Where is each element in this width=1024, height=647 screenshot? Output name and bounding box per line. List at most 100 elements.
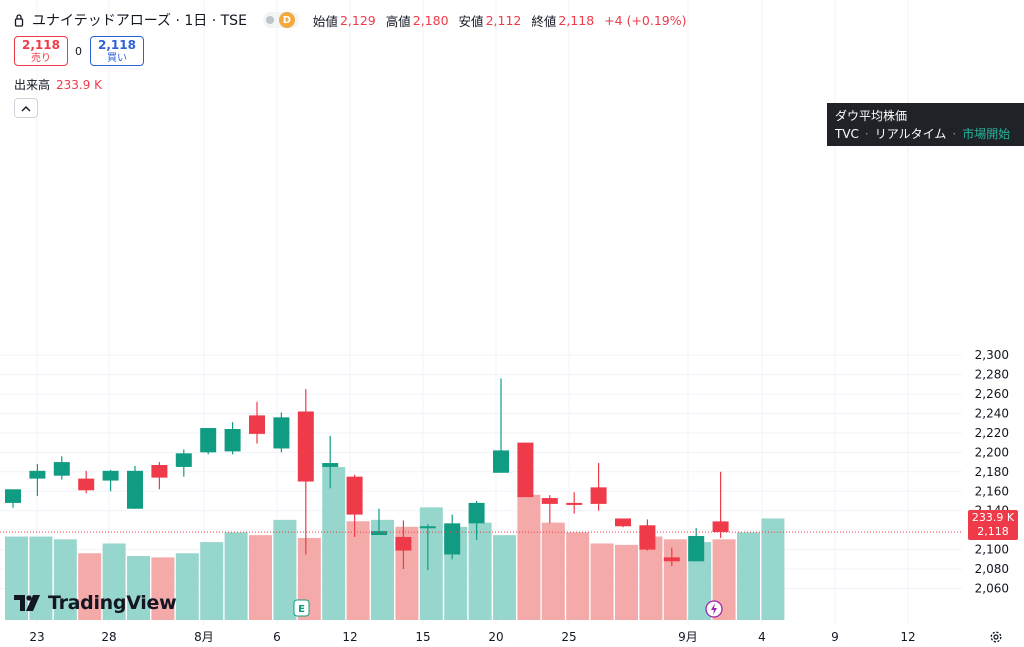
- collapse-legend-button[interactable]: [14, 98, 38, 118]
- volume-bar: [371, 519, 394, 620]
- low-label: 安値: [458, 13, 484, 29]
- volume-bar: [322, 467, 346, 620]
- time-tick-label: 23: [29, 630, 44, 644]
- price-tick-label: 2,160: [975, 484, 1009, 498]
- buy-label: 買い: [107, 53, 127, 64]
- open-label: 始値: [312, 13, 338, 29]
- time-tick-label: 15: [415, 630, 430, 644]
- time-tick-label: 12: [900, 630, 915, 644]
- candle-body: [273, 417, 290, 449]
- time-tick-label: 20: [488, 630, 503, 644]
- time-tick-label: 12: [342, 630, 357, 644]
- earnings-marker-icon: [293, 599, 310, 617]
- symbol-title[interactable]: ユナイテッドアローズ · 1日 · TSE: [32, 13, 247, 29]
- price-tick-label: 2,260: [975, 387, 1009, 401]
- status-dot-icon: [265, 16, 274, 24]
- candle-body: [371, 531, 387, 536]
- price-tick-label: 2,280: [975, 368, 1009, 382]
- candle-body: [78, 478, 95, 491]
- price-axis[interactable]: 2,0602,0802,1002,1202,1402,1602,1802,200…: [975, 348, 1009, 595]
- candle-body: [395, 536, 412, 551]
- tooltip-separator-2: ·: [952, 127, 957, 141]
- volume-legend[interactable]: 出来高 233.9 K: [14, 76, 102, 93]
- candle-body: [175, 453, 192, 467]
- volume-bars: [5, 467, 785, 620]
- close-value: 2,118: [558, 12, 595, 28]
- last-volume-badge: 233.9 K: [968, 510, 1018, 527]
- candle-body: [151, 464, 168, 478]
- price-tick-label: 2,080: [975, 562, 1009, 576]
- candle-body: [468, 502, 485, 524]
- price-tick-label: 2,220: [975, 426, 1009, 440]
- candle-body: [322, 463, 339, 467]
- market-status-badge[interactable]: D: [262, 12, 299, 28]
- candle-body: [249, 415, 265, 434]
- time-tick-label: 8月: [194, 630, 214, 644]
- symbol-tooltip: ダウ平均株価 TVC · リアルタイム · 市場開始: [827, 103, 1024, 146]
- candle-body: [590, 487, 607, 504]
- tooltip-separator-1: ·: [864, 127, 869, 141]
- tooltip-mode: リアルタイム: [874, 127, 947, 141]
- time-tick-label: 9: [831, 630, 839, 644]
- volume-value: 233.9 K: [56, 78, 103, 92]
- price-tick-label: 2,300: [975, 348, 1009, 362]
- volume-bar: [78, 553, 102, 620]
- event-markers: E: [293, 599, 723, 618]
- low-value: 2,112: [485, 12, 522, 28]
- candlesticks: [5, 378, 729, 571]
- time-tick-label: 28: [101, 630, 116, 644]
- volume-bar: [761, 518, 785, 620]
- candle-body: [297, 411, 314, 482]
- volume-bar: [419, 507, 443, 620]
- ohlc-values: 始値 2,129 高値 2,180 安値 2,112 終値 2,118 +4 (+0.1…: [313, 11, 687, 30]
- time-tick-label: 9月: [678, 630, 698, 644]
- open-value: 2,129: [339, 12, 376, 28]
- candle-body: [224, 429, 241, 452]
- candle-body: [419, 526, 436, 529]
- lock-icon: [14, 14, 24, 27]
- volume-bar: [590, 543, 614, 620]
- chevron-up-icon: [21, 105, 31, 111]
- candle-body: [615, 518, 631, 527]
- buy-button[interactable]: 2,118 買い: [90, 36, 144, 66]
- logo-text: TradingView: [48, 592, 177, 614]
- sell-button[interactable]: 2,118 売り: [14, 36, 68, 66]
- volume-bar: [517, 494, 541, 620]
- volume-bar: [224, 532, 248, 620]
- candle-body: [493, 450, 509, 473]
- volume-bar: [200, 542, 224, 620]
- high-value: 2,180: [412, 12, 449, 28]
- time-axis[interactable]: 23 28 8月 6 12 15 20 25 9月 4 9 12: [29, 630, 915, 644]
- price-tick-label: 2,240: [975, 406, 1009, 420]
- volume-bar: [566, 532, 590, 620]
- sell-label: 売り: [31, 53, 51, 64]
- spread-value: 0: [75, 45, 82, 58]
- tradingview-logo[interactable]: TradingView: [14, 592, 177, 614]
- volume-bar: [468, 522, 492, 620]
- candle-body: [127, 470, 143, 509]
- close-label: 終値: [531, 13, 557, 29]
- price-tick-label: 2,100: [975, 543, 1009, 557]
- volume-bar: [151, 557, 175, 620]
- candle-body: [712, 521, 729, 533]
- candle-body: [517, 442, 534, 498]
- tradingview-logo-icon: [14, 595, 40, 611]
- tooltip-title: ダウ平均株価: [835, 109, 908, 123]
- tooltip-source: TVC: [835, 127, 859, 141]
- volume-bar: [639, 536, 663, 620]
- volume-bar: [688, 542, 712, 620]
- candle-body: [200, 428, 217, 453]
- volume-bar: [663, 539, 687, 620]
- sell-price: 2,118: [22, 38, 60, 52]
- volume-bar: [53, 539, 77, 620]
- candle-body: [444, 523, 461, 555]
- candle-body: [639, 525, 656, 550]
- candle-body: [566, 502, 583, 505]
- tooltip-details: TVC · リアルタイム · 市場開始: [835, 125, 1016, 143]
- last-price-badge: 2,118: [968, 524, 1018, 541]
- volume-bar: [297, 537, 321, 620]
- change-value: +4 (+0.19%): [604, 12, 687, 28]
- candle-body: [5, 489, 21, 503]
- gear-icon[interactable]: [989, 630, 1003, 644]
